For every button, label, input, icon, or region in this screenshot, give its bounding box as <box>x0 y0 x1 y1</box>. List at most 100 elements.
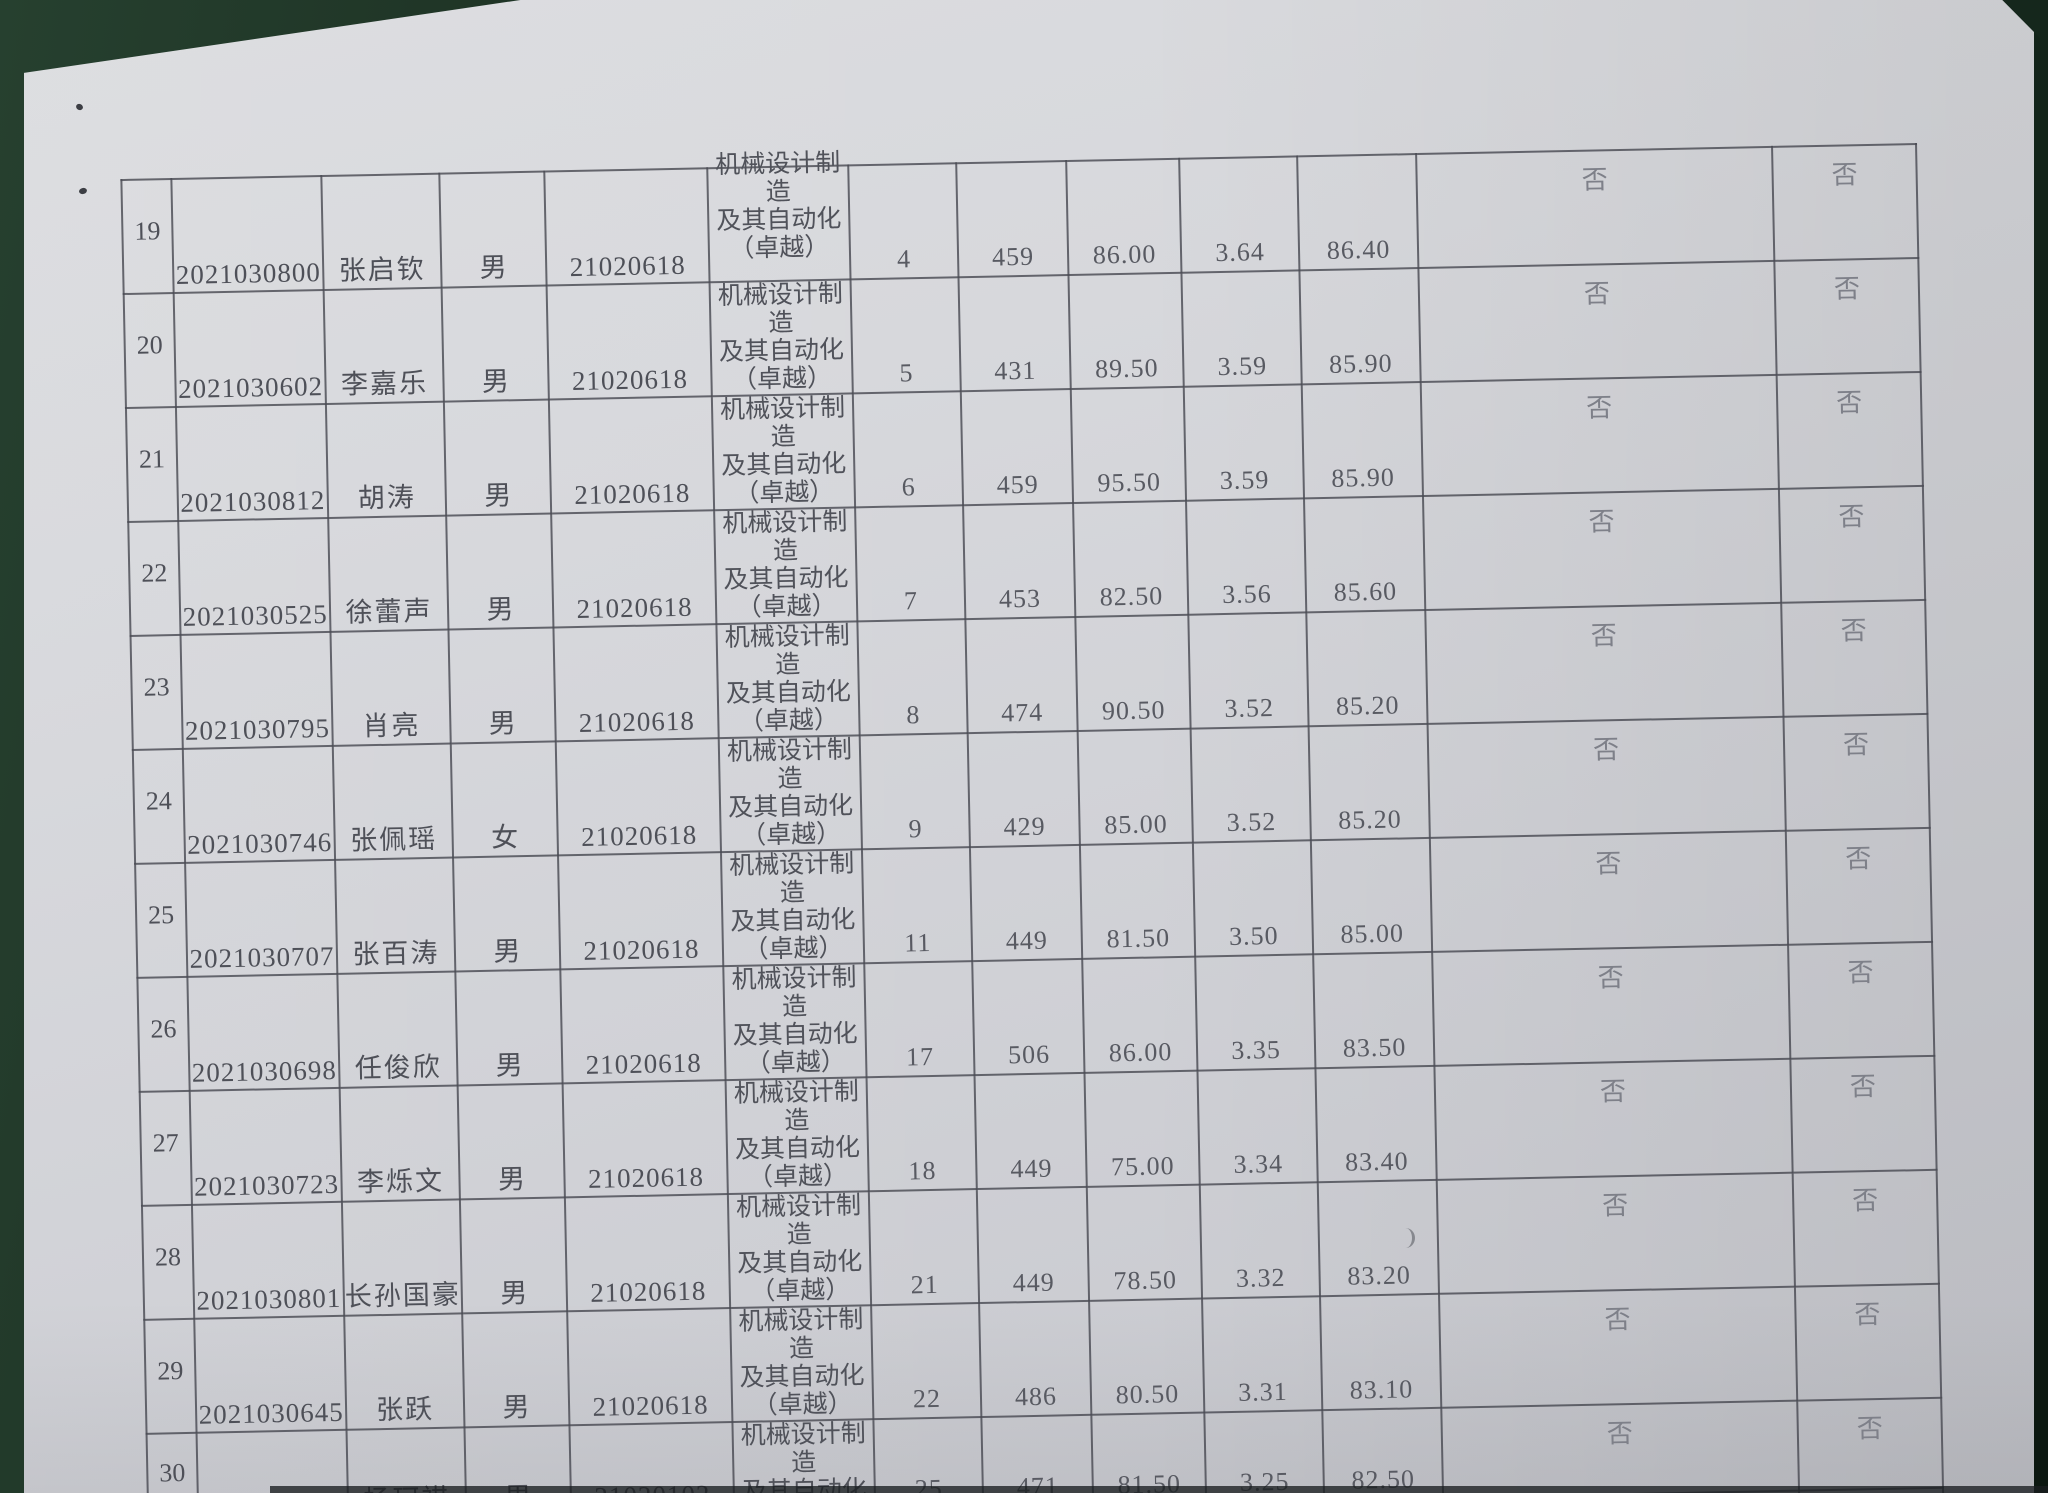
cell-composite: 83.50 <box>1313 951 1435 1069</box>
cell-exam-score: 506 <box>972 958 1085 1076</box>
cell-student-id: 2021030698 <box>187 973 340 1091</box>
cell-name: 张启钦 <box>321 173 442 291</box>
cell-name: 杨珂祺 <box>346 1427 467 1493</box>
cell-gender: 男 <box>462 1311 570 1428</box>
cell-gpa: 3.34 <box>1197 1068 1318 1185</box>
cell-score: 95.50 <box>1070 386 1187 504</box>
cell-flag-primary: 否 <box>1436 1172 1795 1294</box>
cell-name: 徐蕾声 <box>328 515 449 632</box>
cell-gpa: 3.56 <box>1186 498 1307 615</box>
cell-student-id: 2021030602 <box>173 290 326 407</box>
cell-rank: 9 <box>859 733 970 850</box>
cell-flag-secondary: 否 <box>1776 371 1923 489</box>
cell-seq: 26 <box>137 976 190 1092</box>
cell-flag-primary: 否 <box>1416 146 1775 269</box>
cell-composite: 85.90 <box>1301 382 1423 499</box>
cell-exam-score: 431 <box>958 275 1071 392</box>
cell-class: 21020618 <box>560 966 726 1084</box>
cell-gpa: 3.52 <box>1190 726 1311 843</box>
cell-student-id: 2021030800 <box>171 176 324 294</box>
cell-flag-secondary: 否 <box>1788 941 1935 1059</box>
cell-seq: 30 <box>146 1432 199 1493</box>
cell-composite: 85.60 <box>1304 495 1426 613</box>
cell-flag-secondary: 否 <box>1772 144 1919 261</box>
photo-edge-bottom <box>270 1486 2048 1493</box>
cell-class: 21020618 <box>562 1080 728 1198</box>
cell-student-id: 2021030645 <box>194 1315 347 1433</box>
cell-rank: 4 <box>848 163 959 280</box>
cell-composite: 82.50 <box>1322 1407 1444 1493</box>
cell-gender: 男 <box>459 1197 568 1314</box>
cell-student-id: 2021030746 <box>182 745 336 863</box>
cell-name: 肖亮 <box>330 629 451 746</box>
cell-flag-secondary: 否 <box>1785 827 1933 945</box>
cell-score: 90.50 <box>1075 614 1191 731</box>
cell-exam-score: 453 <box>963 503 1076 620</box>
cell-gender: 女 <box>450 741 559 858</box>
cell-flag-primary: 否 <box>1427 716 1786 838</box>
cell-exam-score: 459 <box>956 161 1069 278</box>
cell-gpa: 3.59 <box>1183 384 1305 501</box>
cell-name: 任俊欣 <box>337 971 458 1088</box>
cell-class: 21020618 <box>558 852 724 970</box>
cell-major: 机械设计制造 及其自动化 <box>732 1419 876 1493</box>
cell-gpa: 3.31 <box>1202 1296 1323 1413</box>
cell-gender: 男 <box>457 1083 565 1200</box>
cell-score: 82.50 <box>1073 500 1189 617</box>
cell-class: 21020618 <box>567 1308 733 1426</box>
cell-student-id: 2021030707 <box>185 859 338 977</box>
cell-name: 李烁文 <box>339 1085 460 1202</box>
cell-composite: 85.20 <box>1306 609 1428 727</box>
cell-name: 长孙国豪 <box>341 1199 463 1316</box>
cell-score: 89.50 <box>1068 272 1184 390</box>
cell-major: 机械设计制造 及其自动化 （卓越） <box>709 279 853 397</box>
cell-rank: 8 <box>857 619 968 736</box>
major-text: 机械设计制造 及其自动化 （卓越） <box>724 622 852 736</box>
cell-composite: 85.20 <box>1308 723 1430 841</box>
stray-print-mark <box>1396 1228 1415 1248</box>
cell-major: 机械设计制造 及其自动化 （卓越） <box>714 507 858 625</box>
cell-major: 机械设计制造 及其自动化 （卓越） <box>711 393 856 511</box>
cell-flag-primary: 否 <box>1425 602 1784 724</box>
cell-rank: 17 <box>864 961 975 1078</box>
cell-gpa: 3.52 <box>1188 612 1309 729</box>
major-text: 机械设计制造 及其自动化 （卓越） <box>733 1078 861 1192</box>
cell-exam-score: 486 <box>979 1300 1092 1418</box>
cell-flag-primary: 否 <box>1429 830 1789 952</box>
cell-gpa: 3.50 <box>1192 840 1314 957</box>
cell-seq: 23 <box>130 634 183 750</box>
cell-gender: 男 <box>464 1425 572 1493</box>
cell-rank: 6 <box>852 391 964 508</box>
cell-composite: 83.20 <box>1317 1179 1440 1297</box>
cell-rank: 18 <box>866 1075 977 1192</box>
cell-seq: 28 <box>141 1204 195 1320</box>
cell-class: 21020618 <box>564 1194 731 1312</box>
major-text: 机械设计制造 及其自动化 <box>740 1420 868 1493</box>
cell-gender: 男 <box>443 399 552 516</box>
cell-gpa: 3.32 <box>1199 1182 1321 1299</box>
cell-score: 81.50 <box>1091 1412 1207 1493</box>
cell-student-id: 2021030812 <box>175 403 329 521</box>
cell-score: 80.50 <box>1089 1298 1205 1415</box>
cell-flag-secondary: 否 <box>1792 1169 1939 1287</box>
cell-major: 机械设计制造 及其自动化 （卓越） <box>707 150 851 283</box>
cell-gender: 男 <box>448 627 556 744</box>
cell-student-id: 2021030723 <box>189 1087 342 1205</box>
cell-student-id: 2021030525 <box>178 517 331 635</box>
cell-score: 81.50 <box>1079 842 1196 959</box>
cell-major: 机械设计制造 及其自动化 （卓越） <box>718 735 862 853</box>
cell-seq: 29 <box>144 1318 197 1434</box>
cell-major: 机械设计制造 及其自动化 （卓越） <box>720 849 865 967</box>
cell-seq: 20 <box>123 293 176 408</box>
major-text: 机械设计制造 及其自动化 （卓越） <box>719 394 847 508</box>
cell-flag-secondary: 否 <box>1790 1055 1937 1173</box>
cell-class: 21020618 <box>551 510 717 628</box>
cell-class: 21020618 <box>544 168 710 286</box>
cell-flag-primary: 否 <box>1441 1400 1800 1493</box>
cell-student-id: 2021030468 <box>196 1429 349 1493</box>
cell-flag-primary: 否 <box>1439 1286 1798 1408</box>
cell-name: 张跃 <box>344 1313 465 1430</box>
cell-flag-primary: 否 <box>1434 1058 1793 1180</box>
cell-flag-secondary: 否 <box>1794 1283 1942 1401</box>
